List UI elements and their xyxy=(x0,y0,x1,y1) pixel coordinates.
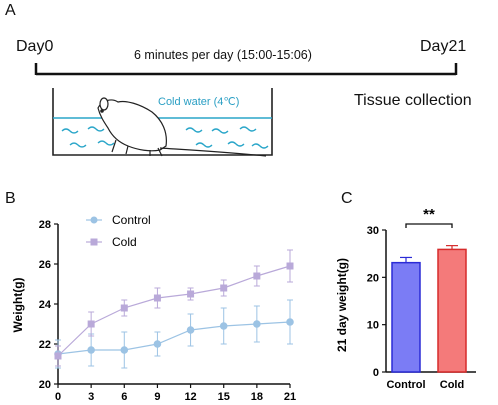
data-point-control xyxy=(219,322,228,330)
weight-bar-chart: 0 10 20 30 Control Cold 21 day weight(g) ** xyxy=(335,206,476,391)
day21-label: Day21 xyxy=(420,38,467,55)
significance-label: ** xyxy=(423,206,435,223)
data-point-cold xyxy=(220,284,228,292)
line-y-tick-label: 26 xyxy=(39,259,51,271)
line-x-tick-label: 18 xyxy=(251,391,263,403)
data-point-control xyxy=(120,346,129,354)
series-line-cold xyxy=(57,265,291,357)
legend-cold-label: Cold xyxy=(112,235,137,249)
data-point-cold xyxy=(286,262,294,270)
cold-water-label: Cold water (4℃) xyxy=(158,96,240,108)
data-point-cold xyxy=(153,294,161,302)
data-point-cold xyxy=(120,304,128,312)
bar-control xyxy=(391,261,421,373)
data-point-control xyxy=(87,346,95,354)
bar-chart-marks xyxy=(391,245,467,373)
line-y-tick-label: 20 xyxy=(39,379,51,391)
line-chart-axes: 20 22 24 26 28 0 3 6 9 12 15 18 21 xyxy=(39,219,296,403)
line-chart-marks xyxy=(54,249,294,369)
panel-a-letter: A xyxy=(5,2,16,19)
bar-category-label: Control xyxy=(386,379,425,391)
bar-category-label: Cold xyxy=(440,379,464,391)
bar-y-tick-label: 0 xyxy=(373,367,379,379)
legend-control-marker xyxy=(90,216,98,224)
line-x-tick-label: 21 xyxy=(284,391,296,403)
line-x-tick-label: 3 xyxy=(88,391,94,403)
line-x-tick-label: 9 xyxy=(154,391,160,403)
data-point-cold xyxy=(54,352,62,360)
bar-y-axis-label: 21 day weight(g) xyxy=(335,258,349,352)
line-x-tick-label: 15 xyxy=(218,391,230,403)
panel-b-letter: B xyxy=(5,190,16,207)
duration-label: 6 minutes per day (15:00-15:06) xyxy=(134,48,312,62)
data-point-cold xyxy=(253,272,261,280)
data-point-control xyxy=(186,326,195,334)
series-line-control xyxy=(57,321,291,355)
data-point-control xyxy=(253,320,261,328)
line-legend: Control Cold xyxy=(86,213,151,249)
line-x-tick-label: 12 xyxy=(184,391,196,403)
line-y-axis-label: Weight(g) xyxy=(11,277,25,332)
data-point-cold xyxy=(87,320,95,328)
data-point-control xyxy=(286,318,294,326)
panel-c-letter: C xyxy=(341,190,353,207)
bar-y-tick-label: 10 xyxy=(367,320,379,332)
line-x-tick-label: 0 xyxy=(55,391,61,403)
legend-control-label: Control xyxy=(112,213,151,227)
day0-label: Day0 xyxy=(16,38,54,55)
significance-bracket: ** xyxy=(405,206,453,228)
line-y-tick-label: 24 xyxy=(39,299,52,311)
bar-y-tick-label: 20 xyxy=(367,272,379,284)
line-y-tick-label: 22 xyxy=(39,339,51,351)
water-tank xyxy=(52,88,273,156)
line-x-tick-label: 6 xyxy=(121,391,127,403)
bar-y-tick-label: 30 xyxy=(367,225,379,237)
rat-illustration xyxy=(97,97,267,157)
legend-cold-marker xyxy=(90,238,98,246)
line-y-tick-label: 28 xyxy=(39,219,51,231)
timeline-diagram xyxy=(34,63,458,157)
data-point-control xyxy=(153,340,162,348)
tissue-collection-label: Tissue collection xyxy=(354,92,472,109)
bar-cold xyxy=(437,248,467,373)
data-point-cold xyxy=(187,290,195,298)
weight-line-chart: 20 22 24 26 28 0 3 6 9 12 15 18 21 Weight(g) Control… xyxy=(11,213,296,403)
